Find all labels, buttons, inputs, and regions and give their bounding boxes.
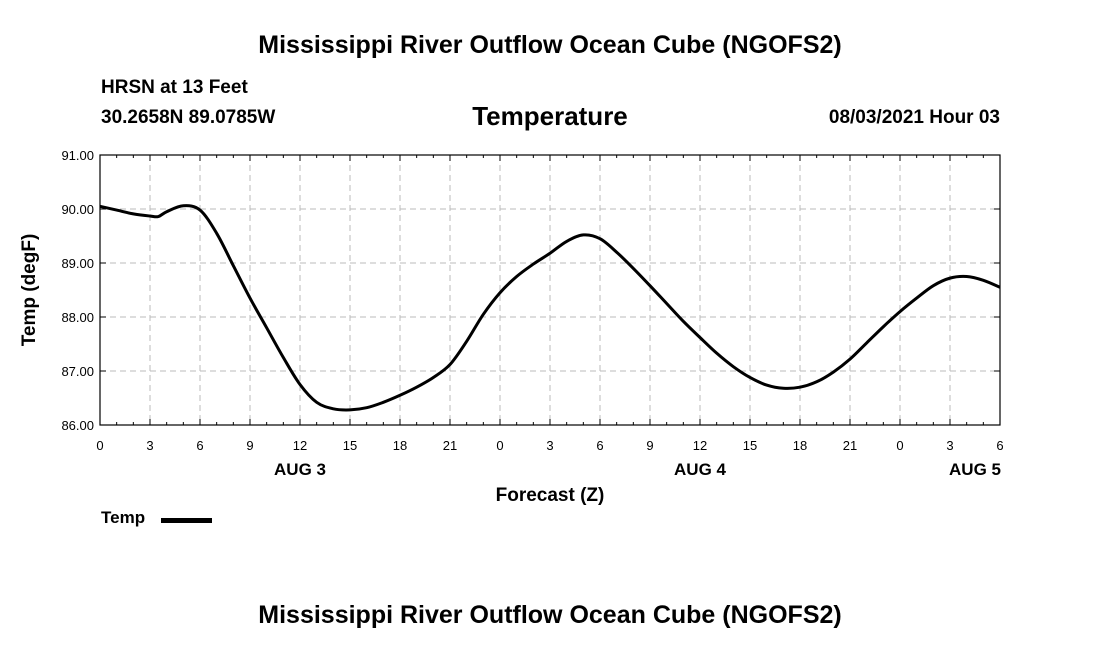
x-tick-label: 18 — [793, 438, 807, 453]
footer-title: Mississippi River Outflow Ocean Cube (NG… — [258, 601, 842, 629]
x-tick-label: 0 — [896, 438, 903, 453]
x-tick-label: 6 — [996, 438, 1003, 453]
x-tick-label: 9 — [246, 438, 253, 453]
x-tick-label: 9 — [646, 438, 653, 453]
day-label: AUG 4 — [674, 460, 727, 479]
variable-title: Temperature — [472, 101, 628, 131]
coordinates-label: 30.2658N 89.0785W — [101, 107, 276, 128]
series-line-temp — [99, 204, 1001, 412]
x-tick-label: 15 — [343, 438, 357, 453]
x-tick-label: 12 — [293, 438, 307, 453]
y-tick-label: 86.00 — [61, 418, 94, 433]
legend-label: Temp — [101, 508, 146, 527]
x-tick-label: 6 — [196, 438, 203, 453]
chart-title: Mississippi River Outflow Ocean Cube (NG… — [258, 31, 842, 59]
x-tick-label: 12 — [693, 438, 707, 453]
legend-line-swatch — [161, 518, 212, 523]
y-tick-label: 91.00 — [61, 148, 94, 163]
x-tick-label: 21 — [843, 438, 857, 453]
y-tick-label: 90.00 — [61, 202, 94, 217]
y-tick-label: 89.00 — [61, 256, 94, 271]
day-label: AUG 3 — [274, 460, 326, 479]
x-tick-label: 3 — [146, 438, 153, 453]
y-tick-label: 88.00 — [61, 310, 94, 325]
x-tick-label: 0 — [496, 438, 503, 453]
x-tick-label: 21 — [443, 438, 457, 453]
x-tick-label: 6 — [596, 438, 603, 453]
x-tick-label: 15 — [743, 438, 757, 453]
x-tick-label: 18 — [393, 438, 407, 453]
x-tick-label: 3 — [946, 438, 953, 453]
x-tick-label: 0 — [96, 438, 103, 453]
y-axis-label: Temp (degF) — [19, 234, 40, 347]
station-label: HRSN at 13 Feet — [101, 77, 248, 98]
y-tick-label: 87.00 — [61, 364, 94, 379]
x-tick-label: 3 — [546, 438, 553, 453]
x-axis-label: Forecast (Z) — [496, 485, 605, 506]
datetime-label: 08/03/2021 Hour 03 — [828, 107, 1000, 128]
day-label: AUG 5 — [949, 460, 1001, 479]
